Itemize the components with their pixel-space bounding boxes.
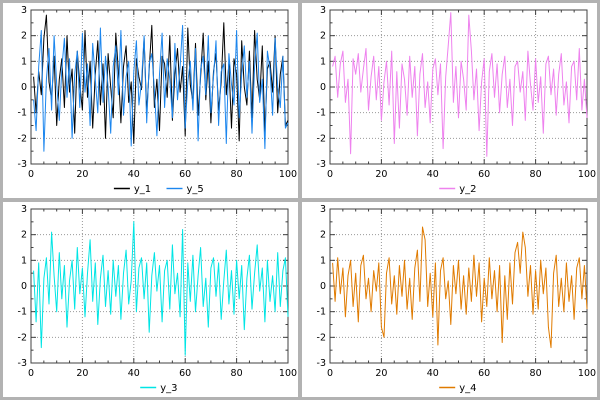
y-tick-label: -2 [317,332,326,343]
series-line-y_1 [33,14,289,144]
chart-canvas: 0 20 40 60 80 100 -3 -2 -1 0 1 2 3 y_2 [317,5,597,195]
y-tick-label: -1 [317,108,326,119]
x-tick-label: 80 [530,169,542,180]
legend-label: y_2 [459,184,476,195]
y-tick-label: -2 [317,133,326,144]
x-tick-label: 0 [28,169,34,180]
x-tick-label: 0 [327,368,333,379]
x-tick-label: 100 [279,368,297,379]
x-tick-label: 0 [28,368,34,379]
subplot-top-left: 0 20 40 60 80 100 -3 -2 -1 0 1 2 3 y_1 y_5 [3,3,298,198]
subplot-bottom-left: 0 20 40 60 80 100 -3 -2 -1 0 1 2 3 y_3 [3,202,298,397]
y-tick-label: -2 [18,332,27,343]
x-tick-label: 60 [478,169,490,180]
series-line-y_3 [33,221,289,356]
y-tick-label: 2 [320,31,326,42]
x-tick-label: 80 [231,169,243,180]
y-tick-label: 0 [320,281,326,292]
x-tick-label: 40 [427,169,439,180]
y-tick-label: 1 [320,255,326,266]
y-tick-label: 2 [21,31,27,42]
x-tick-label: 20 [375,368,387,379]
series-line-y_2 [332,12,588,157]
x-tick-label: 60 [179,169,191,180]
x-tick-label: 100 [578,368,596,379]
y-tick-label: -3 [317,358,326,369]
x-tick-label: 40 [128,169,140,180]
y-tick-label: 1 [21,56,27,67]
x-tick-label: 60 [478,368,490,379]
legend-label: y_3 [160,383,177,394]
y-tick-label: 3 [21,5,27,16]
y-tick-label: 0 [21,281,27,292]
x-tick-label: 100 [279,169,297,180]
subplot-top-right: 0 20 40 60 80 100 -3 -2 -1 0 1 2 3 y_2 [302,3,597,198]
y-tick-label: 0 [320,82,326,93]
x-tick-label: 20 [76,368,88,379]
y-tick-label: -3 [18,358,27,369]
legend-label: y_5 [187,184,204,195]
y-tick-label: 1 [21,255,27,266]
x-tick-label: 40 [427,368,439,379]
x-tick-label: 80 [530,368,542,379]
y-tick-label: 1 [320,56,326,67]
chart-canvas: 0 20 40 60 80 100 -3 -2 -1 0 1 2 3 y_3 [18,204,298,394]
y-tick-label: 2 [21,230,27,241]
y-tick-label: 0 [21,82,27,93]
y-tick-label: -1 [18,108,27,119]
x-tick-label: 80 [231,368,243,379]
y-tick-label: -3 [317,159,326,170]
y-tick-label: -1 [317,307,326,318]
y-tick-label: 3 [21,204,27,215]
y-tick-label: -1 [18,307,27,318]
x-tick-label: 100 [578,169,596,180]
subplot-bottom-right: 0 20 40 60 80 100 -3 -2 -1 0 1 2 3 y_4 [302,202,597,397]
x-tick-label: 60 [179,368,191,379]
series-line-y_5 [33,24,289,152]
chart-canvas: 0 20 40 60 80 100 -3 -2 -1 0 1 2 3 y_4 [317,204,597,394]
x-tick-label: 20 [375,169,387,180]
series-line-y_4 [332,226,588,349]
x-tick-label: 0 [327,169,333,180]
chart-canvas: 0 20 40 60 80 100 -3 -2 -1 0 1 2 3 y_1 y_5 [18,5,298,195]
legend-label: y_4 [459,383,476,394]
y-tick-label: -2 [18,133,27,144]
y-tick-label: 3 [320,204,326,215]
x-tick-label: 40 [128,368,140,379]
y-tick-label: 3 [320,5,326,16]
x-tick-label: 20 [76,169,88,180]
y-tick-label: -3 [18,159,27,170]
legend-label: y_1 [134,184,151,195]
y-tick-label: 2 [320,230,326,241]
